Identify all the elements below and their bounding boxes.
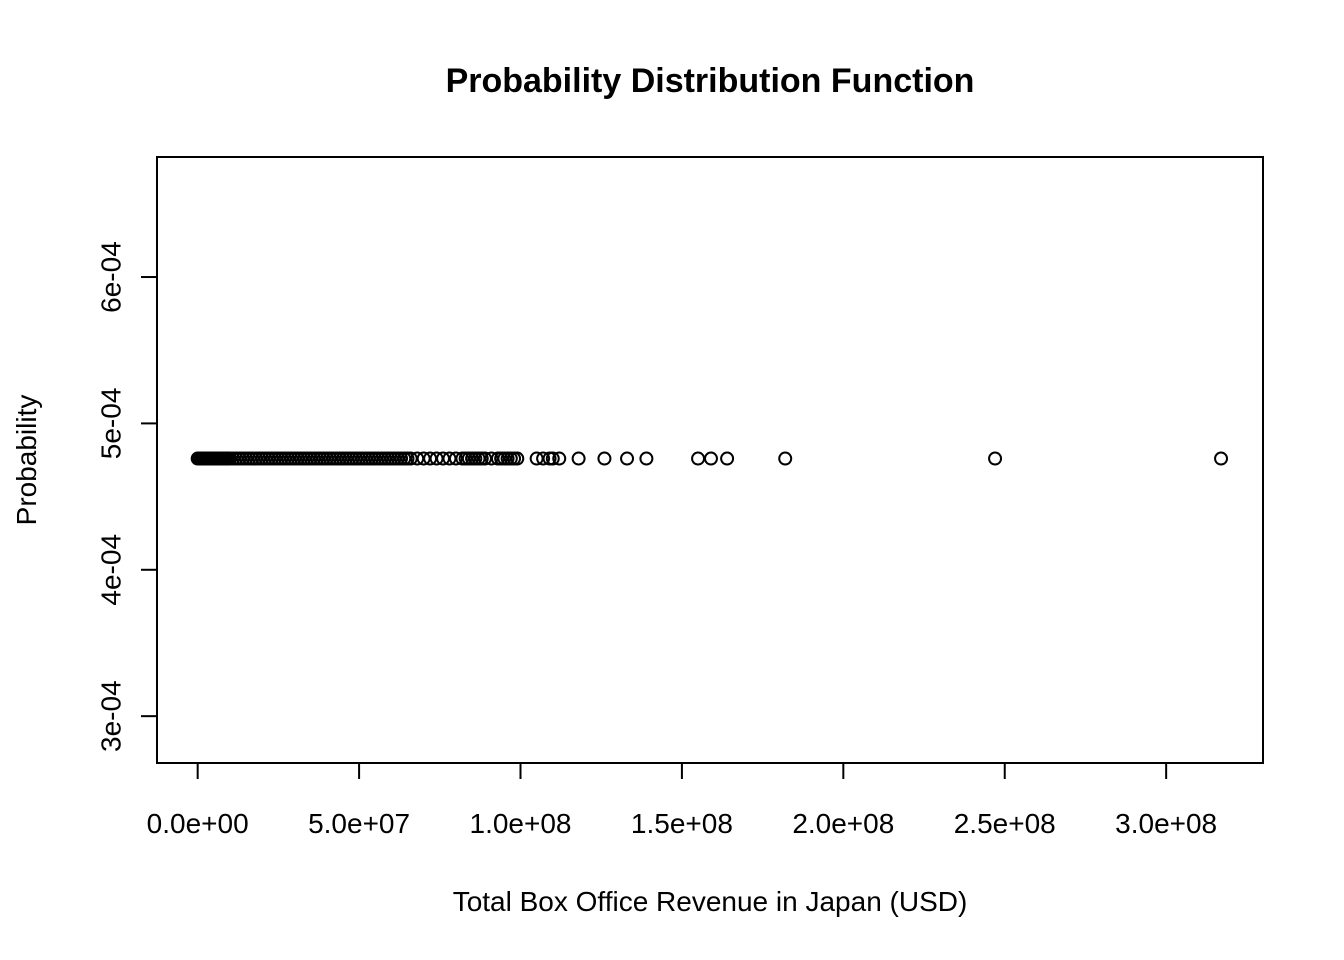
chart-title: Probability Distribution Function <box>446 62 975 100</box>
x-axis: 0.0e+00 5.0e+07 1.0e+08 1.5e+08 2.0e+08 2.5e+… <box>147 762 1217 839</box>
y-tick-label: 3e-04 <box>95 680 126 752</box>
data-point <box>691 451 706 466</box>
data-point <box>1214 451 1229 466</box>
x-tick-label: 2.5e+08 <box>954 808 1056 839</box>
x-axis-label: Total Box Office Revenue in Japan (USD) <box>453 886 968 917</box>
data-point <box>778 451 793 466</box>
y-axis-label: Probability <box>11 395 42 526</box>
y-tick-label: 5e-04 <box>95 388 126 460</box>
data-point <box>510 451 525 466</box>
data-point <box>720 451 735 466</box>
data-point <box>545 451 560 466</box>
data-point <box>639 451 654 466</box>
data-point <box>620 451 635 466</box>
data-point <box>552 451 567 466</box>
x-tick-label: 3.0e+08 <box>1115 808 1217 839</box>
y-tick-label: 4e-04 <box>95 534 126 606</box>
x-tick-label: 5.0e+07 <box>308 808 410 839</box>
y-axis: 3e-04 4e-04 5e-04 6e-04 <box>95 241 158 752</box>
data-point <box>536 451 551 466</box>
y-tick-label: 6e-04 <box>95 241 126 313</box>
data-point <box>988 451 1003 466</box>
x-tick-label: 0.0e+00 <box>147 808 249 839</box>
data-points <box>190 451 1229 466</box>
x-tick-label: 1.5e+08 <box>631 808 733 839</box>
x-tick-label: 2.0e+08 <box>792 808 894 839</box>
data-point <box>571 451 586 466</box>
data-point <box>703 451 718 466</box>
x-tick-label: 1.0e+08 <box>470 808 572 839</box>
data-point <box>597 451 612 466</box>
